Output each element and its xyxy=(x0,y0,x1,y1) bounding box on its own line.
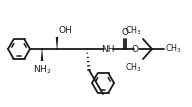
Text: CH$_3$: CH$_3$ xyxy=(125,25,142,37)
Text: NH: NH xyxy=(101,45,115,54)
Polygon shape xyxy=(41,49,43,61)
Text: O: O xyxy=(132,45,138,54)
Text: OH: OH xyxy=(59,26,72,35)
Text: O: O xyxy=(121,28,128,37)
Text: CH$_3$: CH$_3$ xyxy=(165,43,182,55)
Text: NH$_2$: NH$_2$ xyxy=(33,63,51,76)
Text: CH$_3$: CH$_3$ xyxy=(125,61,142,74)
Polygon shape xyxy=(56,37,58,49)
